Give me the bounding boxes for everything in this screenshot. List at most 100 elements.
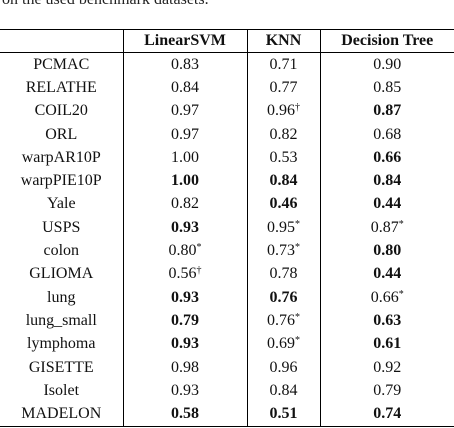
knn-value: 0.96 [269, 358, 298, 376]
table-row: PCMAC 0.83 0.71 0.90 [0, 52, 454, 77]
knn-value: 0.77 [269, 78, 298, 96]
table-row: colon 0.80* 0.73* 0.80 [0, 239, 454, 263]
linearsvm-value-cell: 0.93 [122, 285, 247, 310]
linearsvm-value: 0.93 [171, 218, 199, 236]
header-dataset [0, 29, 123, 53]
asterisk-marker: * [398, 218, 404, 230]
decision-tree-value-cell: 0.87 [319, 99, 454, 123]
knn-value: 0.84 [269, 381, 298, 399]
knn-value: 0.53 [269, 148, 298, 166]
dataset-name: ORL [45, 125, 78, 143]
linearsvm-value-cell: 0.93 [122, 379, 247, 403]
table-row: Yale 0.82 0.46 0.44 [0, 192, 454, 217]
knn-value: 0.73 [267, 242, 295, 260]
linearsvm-value: 1.00 [171, 172, 199, 190]
table-row: warpAR10P 1.00 0.53 0.66 [0, 146, 454, 170]
table-row: lymphoma 0.93 0.69* 0.61 [0, 332, 454, 356]
knn-value: 0.69 [267, 335, 295, 353]
table-row: USPS 0.93 0.95* 0.87* [0, 216, 454, 240]
linearsvm-value: 0.83 [171, 55, 199, 73]
linearsvm-value-cell: 0.56† [122, 262, 247, 286]
decision-tree-value-cell: 0.87* [319, 216, 454, 240]
linearsvm-value: 0.97 [171, 125, 199, 143]
knn-value: 0.46 [269, 195, 298, 213]
decision-tree-value-cell: 0.90 [319, 52, 454, 77]
linearsvm-value-cell: 0.98 [122, 355, 247, 380]
linearsvm-value-cell: 0.97 [122, 99, 247, 123]
decision-tree-value: 0.68 [373, 125, 402, 143]
linearsvm-value-cell: 0.83 [122, 52, 247, 77]
decision-tree-value-cell: 0.63 [319, 309, 454, 333]
asterisk-marker: * [398, 288, 404, 300]
linearsvm-value: 0.80 [168, 242, 197, 260]
dataset-name: warpPIE10P [20, 172, 102, 190]
dataset-name: lymphoma [27, 335, 96, 353]
decision-tree-value-cell: 0.84 [319, 169, 454, 193]
knn-value: 0.51 [269, 405, 298, 423]
table-row: lung_small 0.79 0.76* 0.63 [0, 309, 454, 333]
dataset-name: PCMAC [33, 55, 90, 73]
decision-tree-value-cell: 0.74 [319, 402, 454, 427]
linearsvm-value-cell: 0.82 [122, 192, 247, 217]
decision-tree-value-cell: 0.80 [319, 239, 454, 263]
knn-value-cell: 0.73* [246, 239, 320, 263]
decision-tree-value-cell: 0.68 [319, 122, 454, 147]
linearsvm-value-cell: 1.00 [122, 146, 247, 170]
linearsvm-value: 0.97 [171, 102, 199, 120]
header-knn: KNN [246, 29, 320, 53]
knn-value-cell: 0.82 [246, 122, 320, 147]
table-row: GISETTE 0.98 0.96 0.92 [0, 355, 454, 380]
linearsvm-value: 0.93 [171, 288, 199, 306]
knn-value-cell: 0.96† [246, 99, 320, 123]
knn-value: 0.78 [269, 265, 298, 283]
dataset-name: lung_small [25, 311, 97, 329]
decision-tree-value: 0.79 [373, 381, 402, 399]
decision-tree-value-cell: 0.44 [319, 262, 454, 286]
table-row: ORL 0.97 0.82 0.68 [0, 122, 454, 147]
knn-value: 0.82 [269, 125, 298, 143]
knn-value: 0.84 [269, 172, 298, 190]
table-row: Isolet 0.93 0.84 0.79 [0, 379, 454, 403]
linearsvm-value: 1.00 [171, 148, 199, 166]
knn-value: 0.95 [267, 218, 295, 236]
decision-tree-value-cell: 0.66 [319, 146, 454, 170]
knn-value: 0.71 [269, 55, 298, 73]
decision-tree-value: 0.84 [373, 172, 402, 190]
asterisk-marker: * [295, 335, 300, 347]
dataset-name: GLIOMA [29, 265, 94, 283]
linearsvm-value-cell: 0.84 [122, 76, 247, 100]
knn-value-cell: 0.76 [246, 285, 320, 310]
decision-tree-value: 0.87 [373, 102, 402, 120]
knn-value-cell: 0.53 [246, 146, 320, 170]
knn-value-cell: 0.95* [246, 216, 320, 240]
decision-tree-value: 0.66 [373, 148, 402, 166]
knn-value-cell: 0.77 [246, 76, 320, 100]
knn-value: 0.76 [267, 311, 295, 329]
dataset-name: Yale [46, 195, 76, 213]
linearsvm-value: 0.93 [171, 335, 199, 353]
dataset-name: Isolet [43, 381, 80, 399]
linearsvm-value-cell: 0.93 [122, 216, 247, 240]
decision-tree-value: 0.80 [373, 242, 402, 260]
knn-value-cell: 0.96 [246, 355, 320, 380]
decision-tree-value: 0.44 [373, 195, 402, 213]
table-row: MADELON 0.58 0.51 0.74 [0, 402, 454, 427]
dataset-name: USPS [42, 218, 81, 236]
linearsvm-value: 0.93 [171, 381, 199, 399]
linearsvm-value: 0.79 [171, 311, 199, 329]
decision-tree-value: 0.90 [373, 55, 402, 73]
decision-tree-value: 0.44 [373, 265, 402, 283]
linearsvm-value: 0.58 [171, 405, 199, 423]
linearsvm-value: 0.56 [168, 265, 197, 283]
linearsvm-value: 0.84 [171, 78, 199, 96]
knn-value-cell: 0.76* [246, 309, 320, 333]
knn-value-cell: 0.78 [246, 262, 320, 286]
knn-value-cell: 0.51 [246, 402, 320, 427]
results-table: LinearSVM KNN Decision Tree PCMAC 0.83 0.7… [0, 29, 454, 427]
decision-tree-value-cell: 0.44 [319, 192, 454, 217]
decision-tree-value: 0.74 [373, 405, 402, 423]
table-row: GLIOMA 0.56† 0.78 0.44 [0, 262, 454, 286]
decision-tree-value: 0.63 [373, 311, 402, 329]
knn-value-cell: 0.84 [246, 379, 320, 403]
knn-value-cell: 0.46 [246, 192, 320, 217]
